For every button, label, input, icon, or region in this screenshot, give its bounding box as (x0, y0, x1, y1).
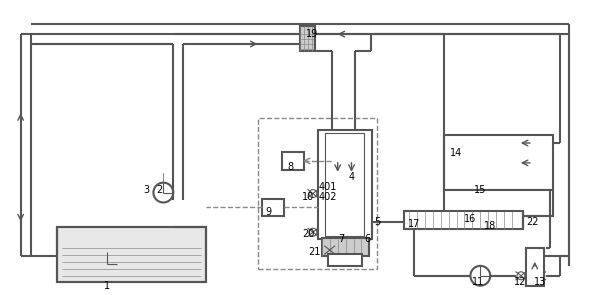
Text: 9: 9 (265, 207, 272, 217)
Bar (318, 130, 372, 239)
Text: 15: 15 (474, 185, 486, 195)
Text: 14: 14 (450, 148, 463, 158)
Text: 11: 11 (473, 277, 485, 287)
Text: 1: 1 (104, 281, 110, 291)
Bar (443, 135, 552, 190)
Bar (263, 199, 284, 216)
Text: 10: 10 (302, 191, 314, 201)
Bar (526, 248, 544, 286)
Bar (325, 133, 364, 236)
Bar (258, 118, 378, 269)
Text: 402: 402 (318, 191, 337, 201)
Text: 4: 4 (348, 172, 355, 182)
Text: 13: 13 (534, 277, 546, 287)
Text: 17: 17 (408, 219, 420, 229)
Bar (328, 254, 362, 266)
Text: 6: 6 (364, 234, 370, 244)
Text: 12: 12 (514, 277, 526, 287)
Text: 18: 18 (484, 221, 496, 231)
Text: 19: 19 (306, 29, 318, 39)
Text: 5: 5 (374, 217, 381, 227)
Text: 8: 8 (287, 162, 293, 172)
Text: 401: 401 (319, 182, 337, 192)
Text: 16: 16 (464, 214, 477, 224)
Bar (57, 227, 206, 282)
Text: 22: 22 (526, 217, 539, 227)
Bar (404, 212, 523, 229)
Bar (300, 26, 315, 51)
Text: 20: 20 (302, 229, 314, 239)
Bar (322, 238, 370, 256)
Text: 7: 7 (339, 234, 345, 244)
Text: 21: 21 (309, 247, 321, 257)
Bar (443, 190, 552, 216)
Bar (282, 152, 304, 170)
Text: 3: 3 (143, 185, 149, 195)
Text: 2: 2 (156, 185, 163, 195)
Bar (57, 227, 206, 282)
